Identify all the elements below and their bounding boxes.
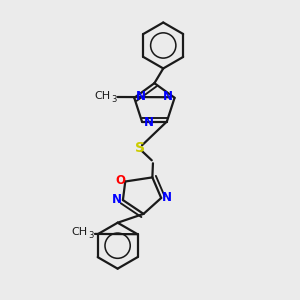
Text: N: N [112, 193, 122, 206]
Text: N: N [162, 191, 172, 204]
Text: O: O [115, 174, 125, 187]
Text: N: N [143, 116, 153, 129]
Text: S: S [135, 141, 145, 154]
Text: 3: 3 [111, 95, 116, 104]
Text: CH: CH [72, 227, 88, 237]
Text: 3: 3 [88, 231, 94, 240]
Text: N: N [136, 90, 146, 103]
Text: CH: CH [94, 91, 110, 101]
Text: N: N [163, 90, 173, 103]
